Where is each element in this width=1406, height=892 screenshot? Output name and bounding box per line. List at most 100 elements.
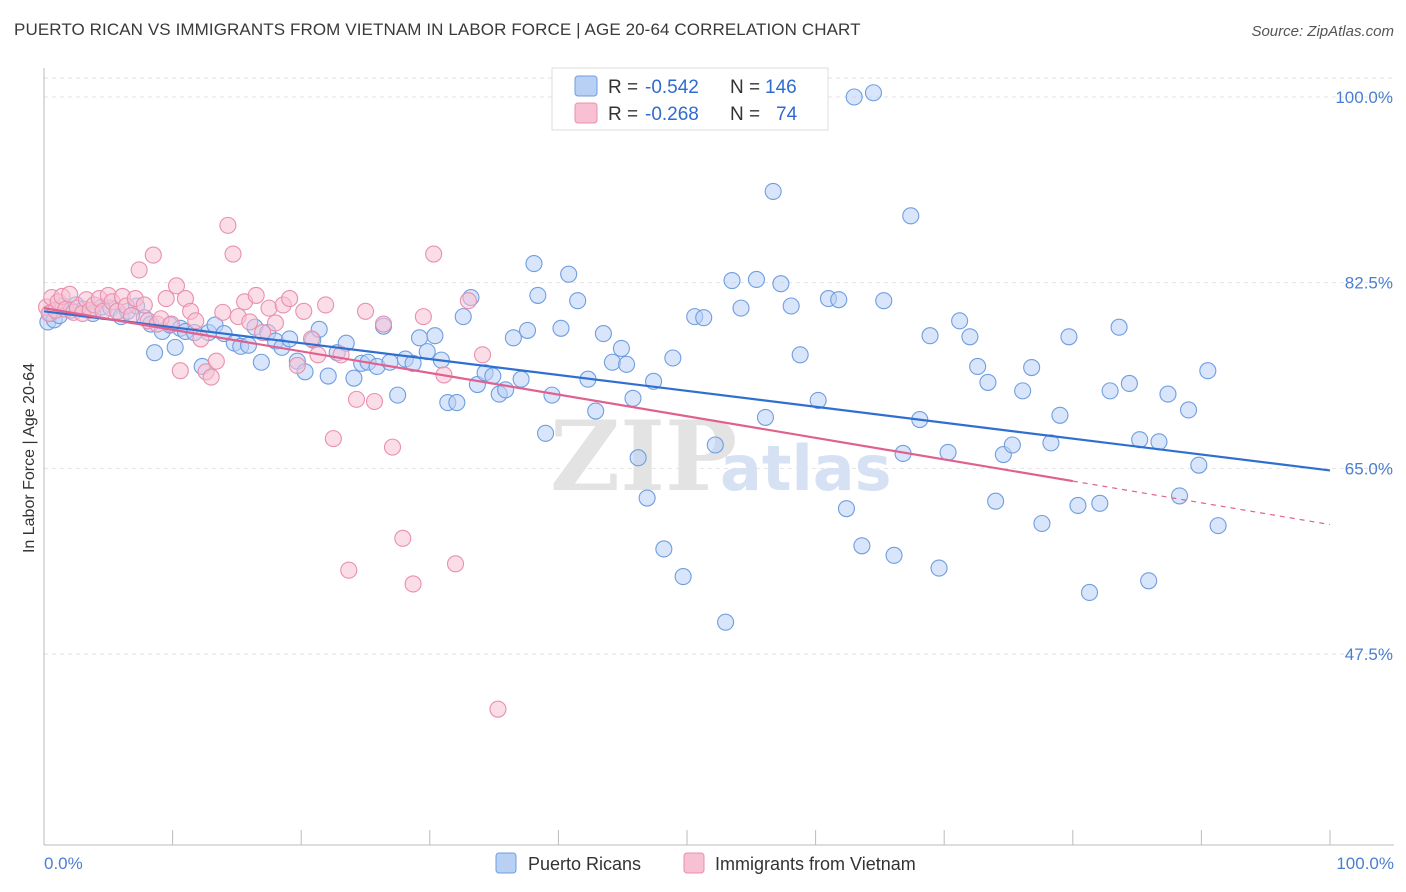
series-0-point-69[interactable] [529,286,547,304]
series-1-point-51[interactable] [281,290,299,308]
series-0-point-68[interactable] [525,255,543,273]
series-1-point-65[interactable] [394,529,412,547]
series-0-point-80[interactable] [618,355,636,373]
series-0-point-93[interactable] [732,299,750,317]
series-0-point-131[interactable] [1101,382,1119,400]
series-1-point-64[interactable] [383,438,402,456]
series-1-point-60[interactable] [347,390,366,408]
series-1-point-62[interactable] [365,392,384,411]
series-0-point-90[interactable] [706,436,724,454]
series-0-point-112[interactable] [921,327,939,345]
series-0-point-98[interactable] [782,297,800,315]
series-1-point-71[interactable] [459,292,477,310]
series-0-point-29[interactable] [239,336,258,354]
series-0-point-132[interactable] [1110,318,1128,336]
series-1-point-49[interactable] [266,314,285,332]
series-0-point-138[interactable] [1170,487,1189,505]
series-0-point-58[interactable] [454,308,472,326]
series-1-point-68[interactable] [425,245,443,263]
series-0-point-16[interactable] [146,344,164,362]
series-0-point-70[interactable] [536,424,555,442]
series-0-point-97[interactable] [772,275,790,293]
series-1-point-29[interactable] [157,290,175,308]
series-1-point-53[interactable] [295,302,313,320]
series-0-point-81[interactable] [624,389,642,407]
series-0-point-49[interactable] [389,386,407,404]
series-0-point-137[interactable] [1159,385,1177,403]
legend-label-vietnam[interactable]: Immigrants from Vietnam [715,854,916,874]
series-0-point-124[interactable] [1033,514,1051,533]
series-0-point-122[interactable] [1014,382,1032,400]
series-1-point-48[interactable] [260,299,278,317]
series-1-point-72[interactable] [473,346,492,364]
series-0-point-74[interactable] [569,292,587,310]
series-0-point-113[interactable] [930,559,948,577]
series-0-point-79[interactable] [612,339,630,357]
series-1-point-61[interactable] [356,302,375,320]
series-0-point-85[interactable] [655,540,673,558]
series-1-point-47[interactable] [254,323,272,342]
series-0-point-118[interactable] [979,373,997,391]
series-0-point-136[interactable] [1150,433,1168,451]
series-0-point-140[interactable] [1190,456,1208,474]
series-0-point-133[interactable] [1120,374,1138,393]
series-0-point-121[interactable] [1003,436,1021,454]
series-0-point-107[interactable] [875,292,893,310]
series-1-point-35[interactable] [187,312,205,330]
series-0-point-76[interactable] [587,402,605,420]
series-0-point-95[interactable] [756,408,774,426]
series-0-point-94[interactable] [747,270,765,289]
series-0-point-35[interactable] [281,330,299,348]
series-0-point-43[interactable] [345,369,363,387]
series-1-point-70[interactable] [446,555,465,573]
series-0-point-51[interactable] [404,354,422,372]
series-0-point-40[interactable] [319,367,337,385]
series-0-point-91[interactable] [717,613,735,631]
series-0-point-67[interactable] [518,321,537,339]
series-1-point-46[interactable] [247,286,265,304]
legend-swatch-vietnam[interactable] [683,852,705,874]
legend-swatch-puerto-ricans[interactable] [495,852,517,874]
series-0-point-66[interactable] [512,370,530,388]
series-0-point-116[interactable] [961,328,979,346]
series-0-point-110[interactable] [902,207,920,225]
series-0-point-78[interactable] [603,353,621,371]
series-1-point-66[interactable] [404,575,422,593]
series-0-point-130[interactable] [1091,494,1109,512]
series-1-point-24[interactable] [135,296,153,314]
series-0-point-100[interactable] [809,391,827,409]
series-1-point-63[interactable] [374,315,393,333]
series-1-point-26[interactable] [144,246,162,264]
series-0-point-86[interactable] [664,349,682,367]
series-0-point-83[interactable] [638,489,656,507]
series-0-point-135[interactable] [1140,572,1158,590]
series-0-point-139[interactable] [1179,401,1198,419]
series-0-point-19[interactable] [166,338,184,356]
series-0-point-104[interactable] [845,88,863,106]
series-0-point-87[interactable] [674,568,692,586]
series-0-point-129[interactable] [1080,583,1099,602]
series-0-point-82[interactable] [629,449,647,467]
series-1-point-31[interactable] [167,277,186,295]
series-0-point-102[interactable] [830,291,848,309]
series-1-point-38[interactable] [202,368,220,386]
series-0-point-72[interactable] [552,319,570,337]
series-1-point-59[interactable] [340,561,358,579]
series-1-point-7[interactable] [61,285,79,303]
series-0-point-31[interactable] [252,353,270,371]
series-0-point-106[interactable] [864,84,883,102]
series-1-point-32[interactable] [171,362,189,380]
series-1-point-56[interactable] [317,296,335,314]
series-0-point-117[interactable] [969,357,987,376]
series-1-point-45[interactable] [241,313,259,331]
series-0-point-92[interactable] [723,271,741,290]
series-0-point-103[interactable] [837,500,856,518]
series-1-point-67[interactable] [414,308,432,326]
series-0-point-99[interactable] [791,346,809,364]
series-1-point-39[interactable] [207,352,225,370]
series-0-point-57[interactable] [448,394,466,412]
series-0-point-119[interactable] [987,492,1005,510]
series-0-point-141[interactable] [1199,362,1217,380]
series-0-point-89[interactable] [695,309,713,327]
series-0-point-65[interactable] [504,329,522,347]
